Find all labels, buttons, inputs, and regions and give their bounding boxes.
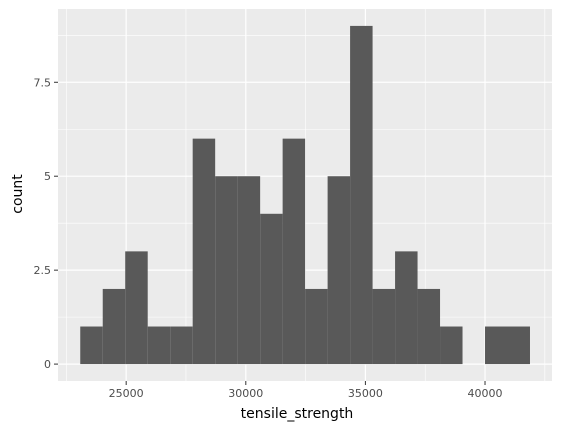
histogram-bar xyxy=(237,176,261,365)
histogram-bar xyxy=(147,326,171,365)
histogram-bar xyxy=(350,25,373,365)
y-tick-label: 2.5 xyxy=(34,264,52,277)
x-axis-ticks: 25000 30000 35000 40000 xyxy=(109,381,503,400)
x-tick-label: 40000 xyxy=(468,387,503,400)
histogram-bar xyxy=(170,326,193,365)
histogram-bar xyxy=(282,138,306,365)
x-tick-label: 30000 xyxy=(228,387,263,400)
histogram-bar xyxy=(417,288,441,365)
histogram-bar xyxy=(102,288,126,365)
histogram-bar xyxy=(192,138,216,365)
histogram-bar xyxy=(507,326,530,365)
histogram-bar xyxy=(395,251,418,365)
y-tick-label: 7.5 xyxy=(34,76,52,89)
x-axis-title: tensile_strength xyxy=(241,406,354,422)
histogram-bar xyxy=(260,213,283,365)
x-tick-label: 35000 xyxy=(348,387,383,400)
histogram-bar xyxy=(80,326,103,365)
histogram-bar xyxy=(440,326,463,365)
histogram-bar xyxy=(305,288,328,365)
histogram-bar xyxy=(485,326,508,365)
histogram-bar xyxy=(125,251,148,365)
histogram-bar xyxy=(215,176,238,365)
histogram-bar xyxy=(372,288,396,365)
y-axis-title: count xyxy=(10,174,26,214)
histogram-bar xyxy=(327,176,351,365)
y-tick-label: 5 xyxy=(44,170,51,183)
x-tick-label: 25000 xyxy=(109,387,144,400)
y-tick-label: 0 xyxy=(44,358,51,371)
histogram-bars xyxy=(80,25,530,365)
y-axis-ticks: 0 2.5 5 7.5 xyxy=(34,76,58,371)
